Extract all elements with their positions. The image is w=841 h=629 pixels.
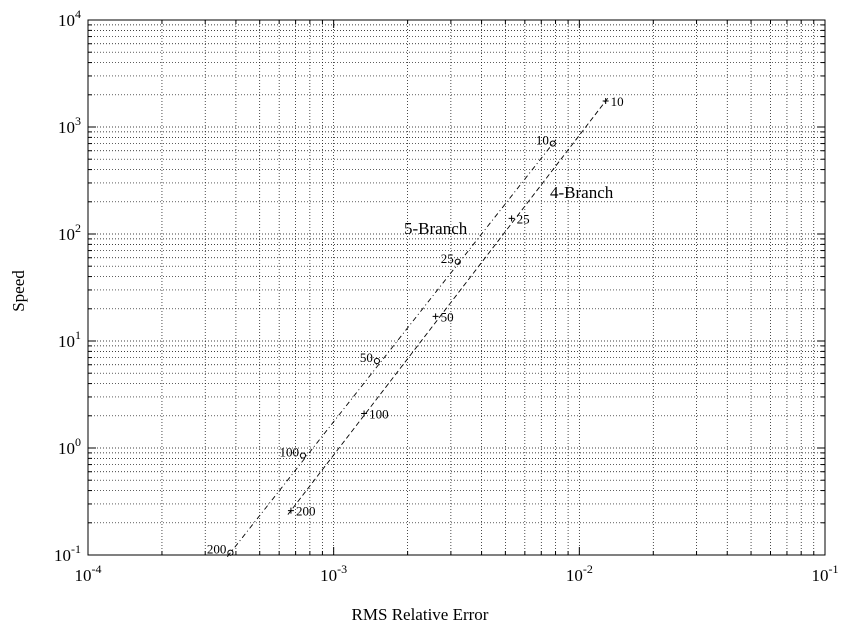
y-tick-label: 101 (58, 328, 81, 351)
y-tick-label-exponent: 4 (75, 7, 81, 21)
y-tick-label-exponent: 0 (75, 435, 81, 449)
data-point-label: 50 (441, 309, 454, 324)
y-tick-label: 104 (58, 7, 81, 30)
data-point-label: 50 (360, 350, 373, 365)
x-tick-label-base: 10 (812, 566, 829, 585)
y-tick-label: 10-1 (54, 542, 81, 565)
data-point-marker (361, 410, 368, 417)
x-tick-label-exponent: -1 (829, 562, 839, 576)
data-point-label: 100 (369, 407, 389, 422)
data-point-label: 200 (296, 504, 316, 519)
y-tick-label-base: 10 (58, 439, 75, 458)
data-point-label: 10 (611, 94, 624, 109)
data-point-marker (227, 549, 234, 556)
data-point-marker (549, 140, 556, 147)
x-tick-label: 10-3 (320, 562, 347, 585)
data-point-marker (287, 507, 294, 514)
y-tick-label: 102 (58, 221, 81, 244)
x-tick-labels: 10-4 10-3 10-2 10-1 (75, 562, 839, 585)
y-tick-label: 100 (58, 435, 81, 458)
data-point-label: 25 (517, 211, 530, 226)
y-tick-label-base: 10 (58, 11, 75, 30)
data-point-label: 100 (279, 445, 299, 460)
x-tick-label-exponent: -2 (583, 562, 593, 576)
data-point-marker (373, 357, 381, 365)
series-label-5-branch: 5-Branch (404, 219, 468, 238)
x-tick-label-exponent: -3 (337, 562, 347, 576)
data-point-marker (508, 215, 515, 222)
y-tick-label-exponent: -1 (71, 542, 81, 556)
x-axis-label: RMS Relative Error (352, 605, 489, 624)
x-tick-label-exponent: -4 (92, 562, 102, 576)
data-point-label: 25 (441, 251, 454, 266)
y-tick-label-exponent: 3 (75, 114, 81, 128)
y-tick-label-base: 10 (58, 225, 75, 244)
x-tick-label: 10-2 (566, 562, 593, 585)
y-axis-label: Speed (9, 270, 28, 312)
plot-frame (87, 19, 826, 556)
y-tick-label-base: 10 (58, 332, 75, 351)
x-tick-label: 10-4 (75, 562, 102, 585)
y-tick-label-base: 10 (54, 546, 71, 565)
series: 10 25 50 100 200 10 25 50 100 200 (207, 94, 624, 557)
data-point-marker (454, 258, 461, 265)
grid (88, 20, 825, 555)
x-tick-label-base: 10 (75, 566, 92, 585)
x-tick-label-base: 10 (320, 566, 337, 585)
data-point-marker (602, 97, 609, 104)
y-tick-label-exponent: 2 (75, 221, 81, 235)
y-tick-label-base: 10 (58, 118, 75, 137)
data-point-marker (299, 452, 307, 459)
data-point-label: 200 (207, 542, 227, 557)
y-tick-label-exponent: 1 (75, 328, 81, 342)
data-point-marker (432, 313, 439, 320)
x-tick-label: 10-1 (812, 562, 839, 585)
series-label-4-branch: 4-Branch (550, 183, 614, 202)
y-tick-label: 103 (58, 114, 81, 137)
axis-ticks (87, 20, 825, 556)
data-point-label: 10 (536, 133, 549, 148)
series-line (226, 139, 557, 557)
x-tick-label-base: 10 (566, 566, 583, 585)
series-line (287, 96, 610, 515)
